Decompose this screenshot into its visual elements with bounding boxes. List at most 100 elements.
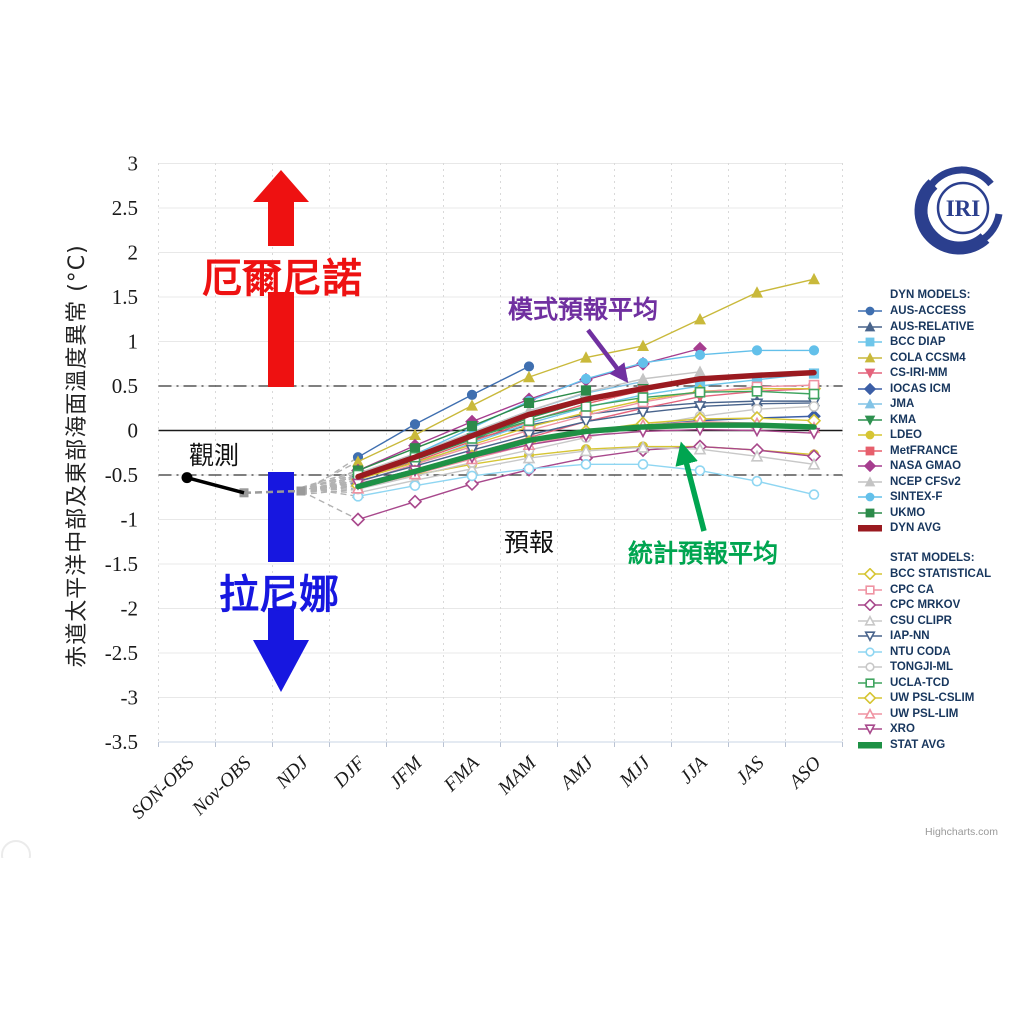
legend-item-label: MetFRANCE (890, 444, 958, 457)
x-tick-label-ASO: ASO (784, 753, 826, 795)
legend-item-label: TONGJI-ML (890, 661, 954, 674)
el-nino-annotation: 厄爾尼諾 (202, 256, 362, 302)
legend-item-metfrance[interactable]: MetFRANCE (857, 443, 991, 459)
y-tick-label: -2 (121, 597, 139, 621)
legend-item-label: NCEP CFSv2 (890, 475, 961, 488)
legend-item-label: SINTEX-F (890, 491, 943, 504)
legend-item-label: BCC DIAP (890, 336, 946, 349)
legend-item-bcc-statistical[interactable]: BCC STATISTICAL (857, 567, 991, 583)
legend-item-ukmo[interactable]: UKMO (857, 505, 991, 521)
legend-swatch-cpc-ca (858, 585, 882, 595)
x-tick-label-MAM: MAM (494, 751, 542, 799)
legend-item-csu-clipr[interactable]: CSU CLIPR (857, 613, 991, 629)
legend-item-label: CPC MRKOV (890, 599, 961, 612)
legend-item-label: BCC STATISTICAL (890, 568, 992, 581)
legend-item-label: UCLA-TCD (890, 676, 950, 689)
legend-swatch-aus-relative (858, 321, 882, 332)
legend-swatch-uw-psl-cslim (858, 692, 882, 705)
highcharts-credit[interactable]: Highcharts.com (925, 826, 998, 838)
y-tick-label: 0 (128, 419, 139, 443)
legend-item-uw-psl-lim[interactable]: UW PSL-LIM (857, 706, 991, 722)
legend-swatch-ucla-tcd (858, 678, 882, 688)
legend-item-label: UKMO (890, 506, 926, 519)
y-tick-label: 1.5 (112, 285, 138, 309)
x-tick-label-JJA: JJA (676, 753, 712, 789)
legend-item-tongji-ml[interactable]: TONGJI-ML (857, 660, 991, 676)
legend-item-label: NTU CODA (890, 645, 951, 658)
legend-item-jma[interactable]: JMA (857, 397, 991, 413)
legend-swatch-tongji-ml (858, 662, 882, 672)
legend-item-aus-relative[interactable]: AUS-RELATIVE (857, 319, 991, 335)
x-tick-label-Nov-OBS: Nov-OBS (188, 753, 256, 821)
series-ntu-coda (352, 459, 820, 502)
model-forecast-average-annotation: 模式預報平均 (508, 295, 659, 324)
legend-swatch-metfrance (858, 446, 882, 456)
x-tick-label-AMJ: AMJ (555, 752, 598, 795)
legend-item-iap-nn[interactable]: IAP-NN (857, 629, 991, 645)
legend-item-ldeo[interactable]: LDEO (857, 428, 991, 444)
la-nina-arrow (253, 472, 309, 692)
legend-item-label: COLA CCSM4 (890, 351, 966, 364)
legend-item-iocas-icm[interactable]: IOCAS ICM (857, 381, 991, 397)
legend-swatch-stat-avg (858, 741, 882, 749)
legend-item-label: XRO (890, 723, 915, 736)
observed-annotation: 觀測 (189, 441, 240, 470)
iri-logo-swirl (914, 179, 990, 255)
legend-item-kma[interactable]: KMA (857, 412, 991, 428)
x-tick-label-JAS: JAS (732, 753, 768, 789)
dyn-avg-pointer-arrow (586, 328, 629, 384)
y-tick-label: -3.5 (105, 730, 138, 754)
legend-group-title-stat: STAT MODELS: (890, 552, 975, 564)
legend-item-label: IAP-NN (890, 630, 930, 643)
legend-swatch-jma (858, 398, 882, 409)
y-tick-label: 2 (128, 241, 139, 265)
legend-swatch-ukmo (858, 508, 882, 518)
legend-item-cs-iri-mm[interactable]: CS-IRI-MM (857, 366, 991, 382)
legend-item-ncep-cfsv2[interactable]: NCEP CFSv2 (857, 474, 991, 490)
legend-swatch-csu-clipr (858, 614, 882, 626)
legend-swatch-kma (858, 415, 882, 426)
legend-swatch-nasa-gmao (858, 460, 882, 473)
legend-item-uw-psl-cslim[interactable]: UW PSL-CSLIM (857, 691, 991, 707)
legend-item-aus-access[interactable]: AUS-ACCESS (857, 304, 991, 320)
y-tick-label: -3 (121, 686, 139, 710)
legend-item-ntu-coda[interactable]: NTU CODA (857, 644, 991, 660)
x-tick-label-MJJ: MJJ (615, 752, 655, 792)
legend-item-label: STAT AVG (890, 738, 946, 751)
x-tick-label-SON-OBS: SON-OBS (128, 753, 199, 824)
y-tick-label: 0.5 (112, 374, 138, 398)
legend-swatch-cola-ccsm4 (858, 352, 882, 363)
legend-swatch-aus-access (858, 306, 882, 316)
legend-item-dyn-avg[interactable]: DYN AVG (857, 521, 991, 537)
legend-swatch-iap-nn (858, 631, 882, 643)
legend-item-cpc-ca[interactable]: CPC CA (857, 582, 991, 598)
legend-item-xro[interactable]: XRO (857, 722, 991, 738)
series-dyn-avg (355, 369, 817, 480)
y-tick-label: -1.5 (105, 552, 138, 576)
legend-item-cola-ccsm4[interactable]: COLA CCSM4 (857, 350, 991, 366)
x-tick-label-NDJ: NDJ (272, 752, 314, 794)
legend-swatch-bcc-diap (858, 337, 882, 347)
el-nino-arrow (253, 170, 309, 387)
legend-item-cpc-mrkov[interactable]: CPC MRKOV (857, 598, 991, 614)
legend-swatch-dyn-avg (858, 525, 882, 532)
legend-item-bcc-diap[interactable]: BCC DIAP (857, 335, 991, 351)
legend-item-nasa-gmao[interactable]: NASA GMAO (857, 459, 991, 475)
series-stat-avg (355, 422, 817, 490)
y-tick-label: -0.5 (105, 463, 138, 487)
legend-item-label: LDEO (890, 429, 922, 442)
series-cola-ccsm4 (352, 272, 820, 467)
iri-logo-inner-ring (936, 181, 990, 235)
legend-item-ucla-tcd[interactable]: UCLA-TCD (857, 675, 991, 691)
legend-group-gap (857, 536, 991, 551)
y-axis-labels: 3 2.5 2 1.5 1 0.5 0 -0.5 -1 -1.5 -2 -2.5 -3 -3.5 (105, 152, 138, 755)
forecast-fan (300, 456, 359, 521)
legend-item-sintex-f[interactable]: SINTEX-F (857, 490, 991, 506)
legend-item-stat-avg[interactable]: STAT AVG (857, 737, 991, 753)
la-nina-annotation: 拉尼娜 (219, 572, 339, 618)
forecast-annotation: 預報 (504, 528, 555, 557)
legend-item-label: CSU CLIPR (890, 614, 952, 627)
legend-item-label: IOCAS ICM (890, 382, 951, 395)
y-tick-label: 1 (128, 330, 139, 354)
